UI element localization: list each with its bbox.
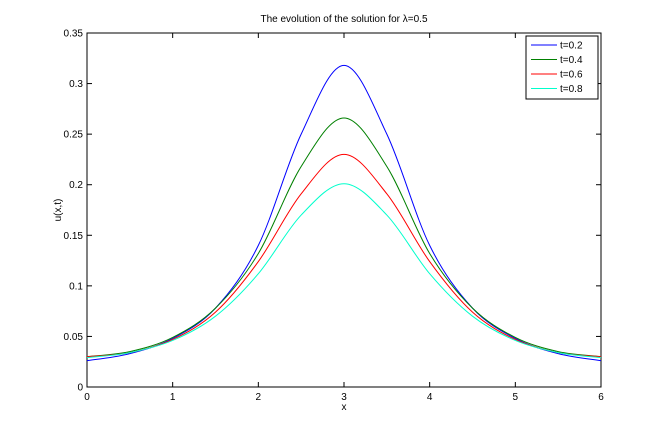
y-tick-label: 0.05 [64,332,84,343]
series-line-t=0.6 [86,153,602,358]
series-line-t=0.8 [86,183,602,359]
y-tick-label: 0.35 [64,29,84,40]
x-tick-label: 5 [513,392,519,403]
y-axis-label: u(x,t) [53,199,64,222]
legend-label: t=0.4 [560,55,583,66]
x-tick-label: 6 [598,392,604,403]
plot-frame [86,32,602,388]
y-tick-label: 0.15 [64,231,84,242]
series-line-t=0.4 [86,117,602,358]
y-tick-label: 0.2 [69,180,83,191]
legend-label: t=0.6 [560,70,583,81]
x-tick-label: 1 [170,392,176,403]
series-line-t=0.2 [86,64,602,362]
y-tick-label: 0.1 [69,281,83,292]
x-tick-label: 4 [427,392,433,403]
x-axis-label: x [342,402,347,413]
x-tick-label: 3 [341,392,347,403]
plot-area: 0 1 2 3 4 5 600.050.10.150.20.250.30.35t=0.2t=… [64,29,605,404]
legend-label: t=0.2 [560,41,583,52]
x-tick-label: 0 [84,392,90,403]
legend-label: t=0.8 [560,84,583,95]
legend: t=0.2 t=0.4 t=0.6 t=0.8 [525,35,599,100]
y-tick-label: 0.25 [64,130,84,141]
chart-title: The evolution of the solution for λ=0.5 [260,14,427,25]
y-tick-label: 0.3 [69,79,83,90]
x-tick-label: 2 [256,392,262,403]
y-tick-label: 0 [77,383,83,394]
